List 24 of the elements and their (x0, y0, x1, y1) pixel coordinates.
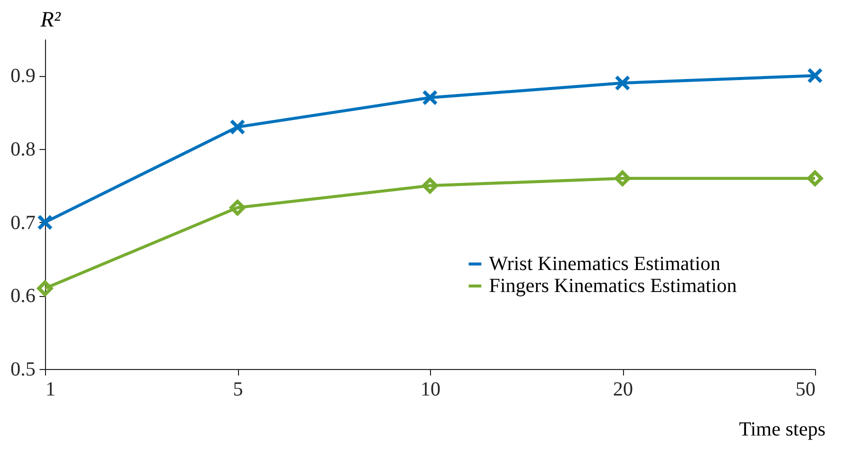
legend-label: Wrist Kinematics Estimation (489, 253, 720, 275)
y-tick-label: 0.8 (10, 138, 36, 160)
point (807, 68, 823, 84)
y-tick-label: 0.9 (10, 65, 36, 88)
x-axis-title: Time steps (738, 418, 826, 440)
x-tick-label: 10 (420, 378, 440, 400)
legend-label: Fingers Kinematics Estimation (489, 275, 737, 297)
x-tick-label: 5 (233, 378, 243, 400)
point (614, 170, 630, 186)
y-tick-label: 0.7 (10, 212, 36, 234)
point (807, 170, 823, 186)
point (422, 178, 438, 194)
point (37, 214, 53, 230)
x-tick-label: 20 (613, 378, 633, 400)
point (422, 90, 438, 106)
point (37, 280, 53, 296)
y-tick-label: 0.6 (10, 285, 36, 308)
x-tick-label: 50 (796, 378, 816, 400)
point (614, 75, 630, 91)
y-axis-title: R² (40, 6, 61, 32)
point (230, 119, 246, 135)
x-tick-label: 1 (46, 378, 56, 400)
y-tick-label: 0.5 (10, 358, 36, 380)
point (230, 200, 246, 216)
